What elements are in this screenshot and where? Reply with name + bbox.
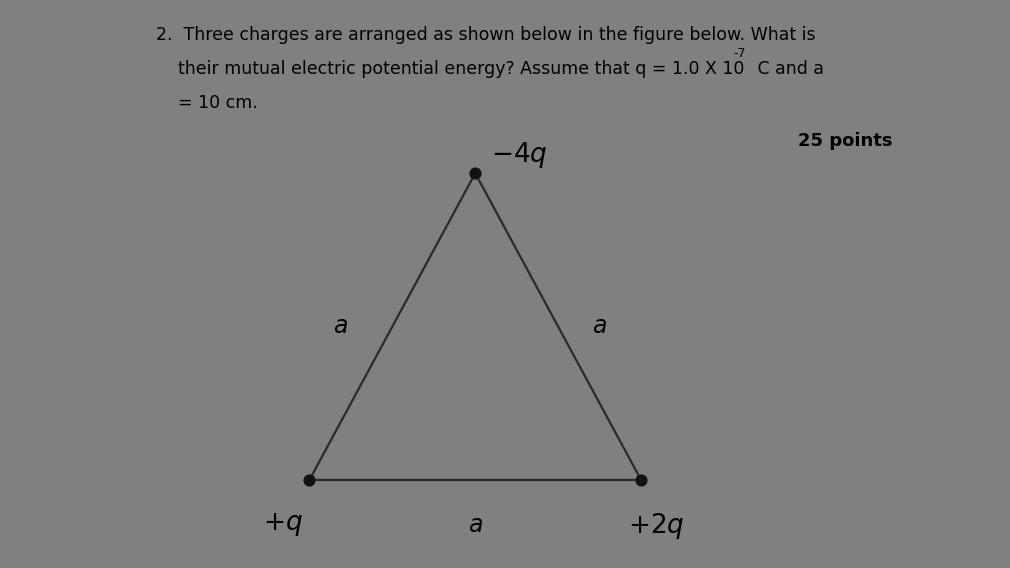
Text: -7: -7: [733, 47, 745, 60]
Text: = 10 cm.: = 10 cm.: [157, 94, 259, 112]
Text: $a$: $a$: [468, 514, 483, 537]
Point: [468, 169, 484, 178]
Text: $-4q$: $-4q$: [491, 140, 547, 170]
Text: 2.  Three charges are arranged as shown below in the figure below. What is: 2. Three charges are arranged as shown b…: [157, 26, 816, 44]
Text: their mutual electric potential energy? Assume that q = 1.0 X 10: their mutual electric potential energy? …: [157, 60, 744, 78]
Text: $a$: $a$: [332, 315, 347, 338]
Text: C and a: C and a: [751, 60, 823, 78]
Text: $+q$: $+q$: [263, 511, 302, 538]
Text: $a$: $a$: [592, 315, 607, 338]
Text: $+2q$: $+2q$: [628, 511, 685, 541]
Text: 25 points: 25 points: [798, 132, 893, 150]
Point: [633, 475, 649, 485]
Point: [301, 475, 317, 485]
